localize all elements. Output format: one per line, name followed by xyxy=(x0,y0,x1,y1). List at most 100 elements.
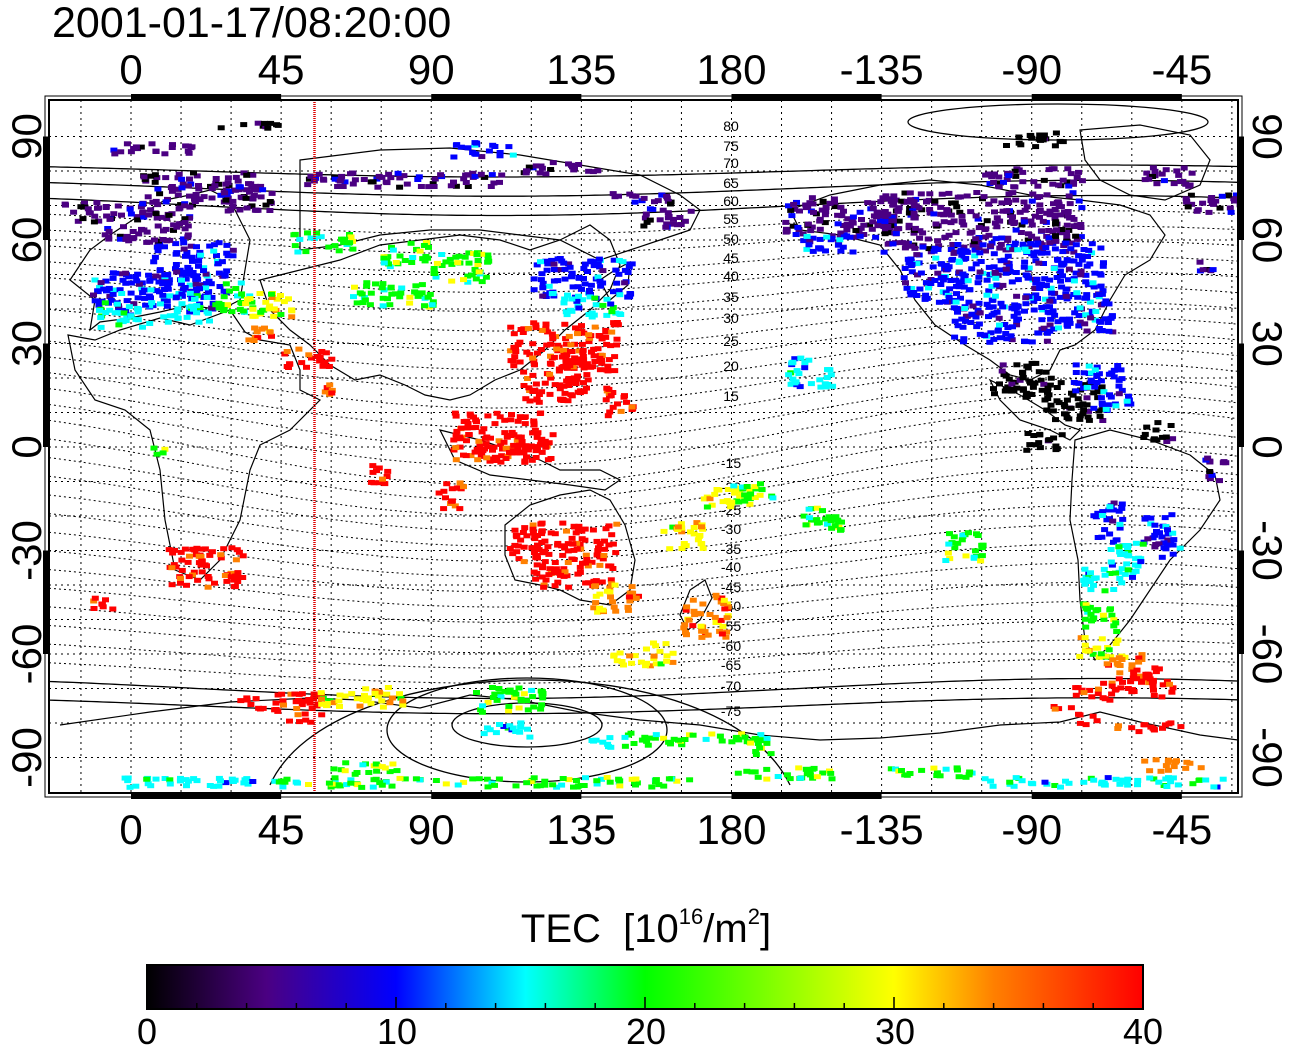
colorbar-title: TEC [1016/m2] xyxy=(520,904,772,952)
tec-cell xyxy=(1066,215,1074,221)
tec-cell xyxy=(266,303,274,309)
tec-cell xyxy=(1090,284,1098,290)
contour-label: -75 xyxy=(721,703,741,719)
tec-cell xyxy=(200,194,208,200)
tec-cell xyxy=(560,260,568,266)
tec-cell xyxy=(339,236,347,242)
tec-cell xyxy=(508,412,515,417)
tec-cell xyxy=(914,272,921,278)
tec-cell xyxy=(1110,539,1117,545)
tec-cell xyxy=(1040,133,1047,139)
tec-cell xyxy=(603,775,611,780)
tec-cell xyxy=(1004,253,1012,259)
tec-cell xyxy=(1144,536,1152,542)
contour-label: 80 xyxy=(723,118,739,134)
tec-cell xyxy=(154,186,162,192)
tec-cell xyxy=(1106,607,1114,613)
tec-cell xyxy=(505,703,513,709)
tec-cell xyxy=(557,267,565,273)
tec-cell xyxy=(435,490,443,496)
tec-cell xyxy=(543,342,551,348)
tec-cell xyxy=(805,515,813,521)
axis-ticks: 0045459090135135180180-135-135-90-90-45-… xyxy=(3,46,1291,853)
tec-cell xyxy=(170,222,178,228)
tec-cell xyxy=(1102,653,1110,659)
tec-cell xyxy=(383,691,391,697)
tec-cell xyxy=(687,529,694,535)
tec-cell xyxy=(1107,559,1115,565)
tec-cell xyxy=(163,303,171,309)
tec-cell xyxy=(791,206,799,212)
tec-cell xyxy=(165,277,173,283)
tec-cell xyxy=(533,434,541,440)
tec-cell xyxy=(1065,266,1073,272)
tec-cell xyxy=(794,224,802,230)
tec-cell xyxy=(400,173,408,179)
tec-cell xyxy=(990,336,998,342)
tec-cell xyxy=(538,271,546,277)
tec-cell xyxy=(570,523,578,529)
tec-cell xyxy=(1013,322,1021,328)
tec-cell xyxy=(212,302,220,308)
tec-cell xyxy=(1050,201,1057,207)
tec-cell xyxy=(1087,587,1095,593)
tec-cell xyxy=(221,573,229,578)
tec-cell xyxy=(328,387,336,393)
tec-cell xyxy=(183,582,190,588)
tec-cell xyxy=(603,341,611,347)
tec-cell xyxy=(572,325,579,331)
tec-cell xyxy=(843,227,851,233)
tec-cell xyxy=(712,620,720,625)
tec-cell xyxy=(616,292,624,298)
tec-cell xyxy=(568,162,575,168)
tec-cell xyxy=(308,355,315,361)
tec-cell xyxy=(524,726,531,732)
tec-cell xyxy=(1070,258,1078,264)
tec-cell xyxy=(989,297,997,303)
tec-cell xyxy=(1065,780,1073,786)
tec-cell xyxy=(587,364,595,370)
tec-cell xyxy=(685,617,693,623)
tec-cell xyxy=(1091,270,1099,276)
contour-label: -35 xyxy=(721,541,741,557)
tec-cell xyxy=(1002,266,1010,272)
tec-cell xyxy=(270,306,278,312)
tec-cell xyxy=(1169,542,1177,548)
tec-cell xyxy=(339,184,347,189)
tec-cell xyxy=(455,485,463,491)
tec-cell xyxy=(520,383,528,388)
tec-cell xyxy=(615,288,623,294)
tec-cell xyxy=(973,531,980,537)
tec-cell xyxy=(388,783,396,789)
tec-cell xyxy=(578,286,585,292)
tec-cell xyxy=(603,385,611,391)
tec-cell xyxy=(607,594,614,600)
colorbar-label-30: 30 xyxy=(874,1011,916,1052)
tec-cell xyxy=(109,270,117,276)
tec-cell xyxy=(613,280,621,286)
tec-cell xyxy=(616,650,624,656)
tec-cell xyxy=(316,358,324,364)
tec-cell xyxy=(414,177,422,182)
tec-cell xyxy=(193,173,201,179)
tec-cell xyxy=(177,580,184,586)
map-frame xyxy=(43,94,1244,799)
tec-cell xyxy=(1218,193,1226,199)
tec-cell xyxy=(240,780,248,786)
tec-cell xyxy=(698,634,706,640)
tec-cell xyxy=(1011,302,1019,308)
tec-cell xyxy=(990,251,998,257)
tec-cell xyxy=(1101,782,1109,788)
tec-cell xyxy=(575,305,583,311)
tec-cell xyxy=(592,737,600,743)
tec-cell xyxy=(175,206,183,212)
tec-cell xyxy=(428,302,436,308)
tec-cell xyxy=(976,331,984,337)
tec-cell xyxy=(810,765,818,771)
tec-cell xyxy=(1161,722,1169,728)
tec-cell xyxy=(1157,768,1165,774)
tec-cell xyxy=(698,524,705,530)
tec-cell xyxy=(816,226,824,232)
tec-cell xyxy=(1160,545,1168,551)
tec-cell xyxy=(819,508,826,514)
